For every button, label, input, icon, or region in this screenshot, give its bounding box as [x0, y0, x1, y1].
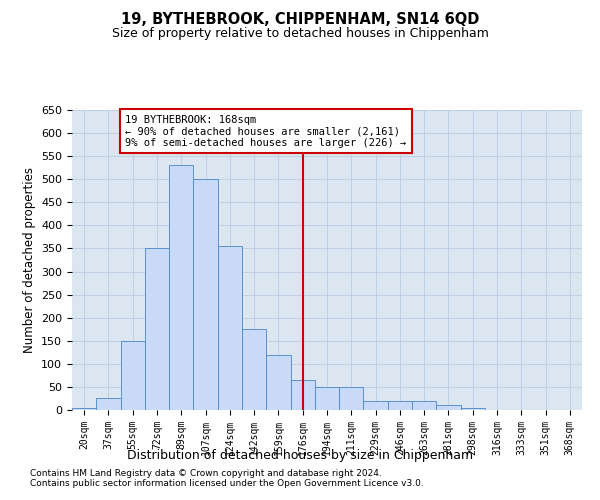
- Bar: [72, 408, 96, 410]
- Bar: [364, 401, 388, 410]
- Bar: [266, 354, 290, 410]
- Bar: [218, 246, 242, 410]
- Bar: [193, 179, 218, 410]
- Bar: [242, 329, 266, 410]
- Text: Size of property relative to detached houses in Chippenham: Size of property relative to detached ho…: [112, 28, 488, 40]
- Bar: [290, 380, 315, 410]
- Text: Contains HM Land Registry data © Crown copyright and database right 2024.: Contains HM Land Registry data © Crown c…: [30, 468, 382, 477]
- Bar: [315, 387, 339, 410]
- Bar: [339, 387, 364, 410]
- Text: 19 BYTHEBROOK: 168sqm
← 90% of detached houses are smaller (2,161)
9% of semi-de: 19 BYTHEBROOK: 168sqm ← 90% of detached …: [125, 114, 407, 148]
- Text: Distribution of detached houses by size in Chippenham: Distribution of detached houses by size …: [127, 448, 473, 462]
- Bar: [388, 401, 412, 410]
- Bar: [121, 341, 145, 410]
- Bar: [412, 401, 436, 410]
- Text: 19, BYTHEBROOK, CHIPPENHAM, SN14 6QD: 19, BYTHEBROOK, CHIPPENHAM, SN14 6QD: [121, 12, 479, 28]
- Bar: [145, 248, 169, 410]
- Text: Contains public sector information licensed under the Open Government Licence v3: Contains public sector information licen…: [30, 478, 424, 488]
- Bar: [169, 166, 193, 410]
- Bar: [461, 408, 485, 410]
- Bar: [96, 398, 121, 410]
- Y-axis label: Number of detached properties: Number of detached properties: [23, 167, 35, 353]
- Bar: [436, 406, 461, 410]
